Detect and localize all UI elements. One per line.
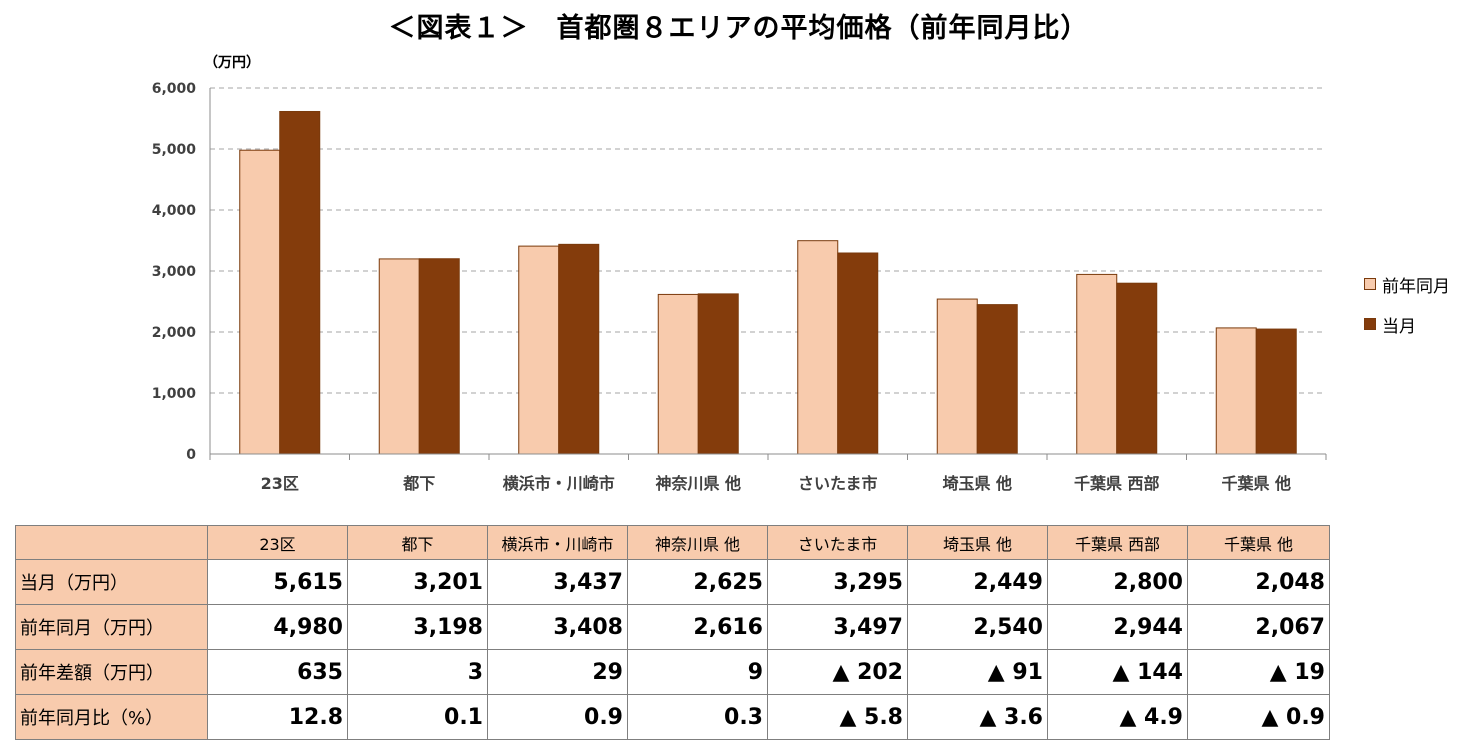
bar-prev — [1215, 327, 1257, 455]
x-tick-label: 神奈川県 他 — [655, 474, 741, 493]
y-tick-label: 5,000 — [152, 142, 197, 158]
table-cell: 3,198 — [347, 604, 488, 650]
bar-current — [558, 243, 600, 455]
table-header-cell: 千葉県 他 — [1187, 525, 1330, 560]
table-row: 当月（万円） 5,615 3,201 3,437 2,625 3,295 2,4… — [15, 559, 1330, 605]
table-cell: 3,295 — [767, 559, 908, 605]
table-cell: 4,980 — [207, 604, 348, 650]
legend-swatch-current — [1364, 318, 1376, 330]
chart-title: ＜図表１＞ 首都圏８エリアの平均価格（前年同月比） — [388, 13, 1089, 44]
table-cell: 2,616 — [627, 604, 768, 650]
table-row-label: 前年同月比（%） — [15, 694, 208, 740]
table-cell: 5,615 — [207, 559, 348, 605]
x-tick-label: 千葉県 他 — [1221, 474, 1291, 493]
bar-current — [976, 304, 1018, 455]
x-tick-label: 埼玉県 他 — [942, 474, 1012, 493]
table-cell: ▲ 5.8 — [767, 694, 908, 740]
table-header-cell: 埼玉県 他 — [907, 525, 1048, 560]
bar-current — [1116, 282, 1158, 455]
table-header-cell: 都下 — [347, 525, 488, 560]
x-tick-label: 横浜市・川崎市 — [503, 474, 615, 493]
y-axis-label: （万円） — [204, 55, 260, 71]
bar-current — [1255, 328, 1297, 455]
legend-label-prev: 前年同月 — [1382, 276, 1450, 297]
bar-prev — [518, 245, 560, 455]
table-row: 前年同月比（%） 12.8 0.1 0.9 0.3 ▲ 5.8 ▲ 3.6 ▲ … — [15, 694, 1330, 740]
bar-current — [418, 258, 460, 455]
data-table: 23区 都下 横浜市・川崎市 神奈川県 他 さいたま市 埼玉県 他 千葉県 西部… — [15, 525, 1330, 740]
table-cell: 0.1 — [347, 694, 488, 740]
bar-current — [837, 252, 879, 455]
y-tick-label: 3,000 — [152, 264, 197, 280]
table-cell: 3,201 — [347, 559, 488, 605]
y-tick-label: 4,000 — [152, 203, 197, 219]
table-cell: 0.3 — [627, 694, 768, 740]
bar-prev — [657, 293, 699, 455]
legend-item-prev: 前年同月 — [1364, 274, 1450, 297]
table-cell: 3,497 — [767, 604, 908, 650]
table-cell: ▲ 91 — [907, 649, 1048, 695]
table-row-label: 前年差額（万円） — [15, 649, 208, 695]
table-row: 前年同月（万円） 4,980 3,198 3,408 2,616 3,497 2… — [15, 604, 1330, 650]
table-cell: 2,944 — [1047, 604, 1188, 650]
table-cell: 2,449 — [907, 559, 1048, 605]
x-tick-label: 23区 — [261, 474, 299, 493]
table-row-label: 当月（万円） — [15, 559, 208, 605]
x-tick-label: さいたま市 — [798, 474, 878, 493]
table-cell: ▲ 4.9 — [1047, 694, 1188, 740]
table-cell: 3,437 — [487, 559, 628, 605]
table-header-row: 23区 都下 横浜市・川崎市 神奈川県 他 さいたま市 埼玉県 他 千葉県 西部… — [15, 525, 1330, 560]
bar-prev — [797, 240, 839, 455]
y-tick-label: 0 — [186, 447, 196, 463]
bar-prev — [936, 298, 978, 455]
table-cell: 29 — [487, 649, 628, 695]
table-cell: ▲ 3.6 — [907, 694, 1048, 740]
table-cell: ▲ 144 — [1047, 649, 1188, 695]
table-corner-cell — [15, 525, 208, 560]
table-cell: ▲ 202 — [767, 649, 908, 695]
y-tick-label: 1,000 — [152, 386, 197, 402]
bar-prev — [1076, 273, 1118, 455]
bar-current — [279, 110, 321, 455]
bar-prev — [378, 258, 420, 455]
bar-chart: 0 1,000 2,000 3,000 4,000 5,000 6,000 （万円） 23区 都下… — [152, 55, 1327, 493]
y-tick-label: 2,000 — [152, 325, 197, 341]
legend-label-current: 当月 — [1382, 316, 1416, 337]
legend-item-current: 当月 — [1364, 314, 1450, 337]
table-cell: 0.9 — [487, 694, 628, 740]
bar-current — [697, 293, 739, 455]
table-cell: 12.8 — [207, 694, 348, 740]
table-header-cell: 神奈川県 他 — [627, 525, 768, 560]
table-header-cell: さいたま市 — [767, 525, 908, 560]
table-cell: ▲ 19 — [1187, 649, 1330, 695]
table-cell: 2,625 — [627, 559, 768, 605]
table-header-cell: 横浜市・川崎市 — [487, 525, 628, 560]
table-header-cell: 23区 — [207, 525, 348, 560]
legend: 前年同月 当月 — [1364, 274, 1450, 354]
table-header-cell: 千葉県 西部 — [1047, 525, 1188, 560]
table-cell: ▲ 0.9 — [1187, 694, 1330, 740]
table-row-label: 前年同月（万円） — [15, 604, 208, 650]
table-cell: 9 — [627, 649, 768, 695]
legend-swatch-prev — [1364, 278, 1376, 290]
table-cell: 3,408 — [487, 604, 628, 650]
x-tick-label: 都下 — [402, 474, 435, 493]
table-cell: 3 — [347, 649, 488, 695]
x-tick-label: 千葉県 西部 — [1074, 474, 1160, 493]
table-cell: 2,067 — [1187, 604, 1330, 650]
y-tick-label: 6,000 — [152, 81, 197, 97]
table-cell: 2,048 — [1187, 559, 1330, 605]
bar-prev — [239, 149, 281, 455]
table-cell: 635 — [207, 649, 348, 695]
table-row: 前年差額（万円） 635 3 29 9 ▲ 202 ▲ 91 ▲ 144 ▲ 1… — [15, 649, 1330, 695]
table-cell: 2,540 — [907, 604, 1048, 650]
table-cell: 2,800 — [1047, 559, 1188, 605]
